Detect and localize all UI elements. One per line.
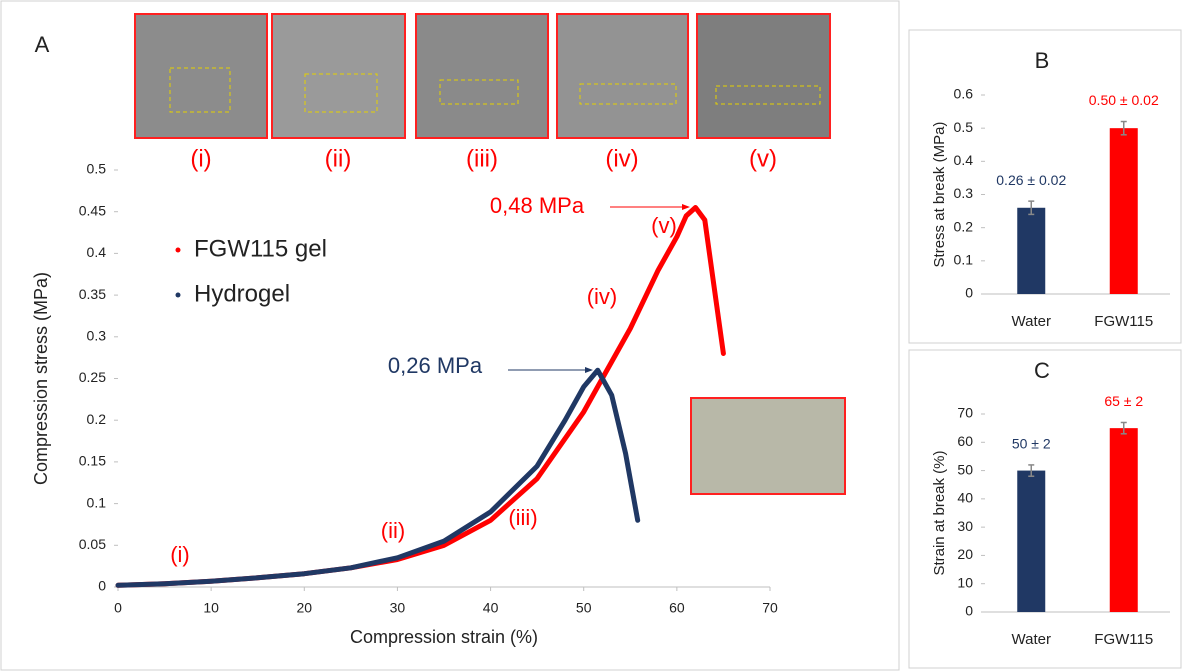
y-tick-label: 0 xyxy=(965,285,973,301)
x-tick-label: 0 xyxy=(114,600,122,616)
y-tick-label: 50 xyxy=(957,461,973,477)
y-tick-label: 0 xyxy=(98,578,106,594)
data-line xyxy=(115,205,726,588)
photo-marker xyxy=(439,79,519,105)
photo-strip xyxy=(134,13,831,139)
x-tick-label: 10 xyxy=(203,600,219,616)
category-label: Water xyxy=(1012,313,1051,330)
y-tick-label: 0.5 xyxy=(954,119,974,135)
image-label: (ii) xyxy=(325,145,352,172)
image-label: (i) xyxy=(190,145,211,172)
bar xyxy=(1017,470,1046,612)
x-tick-label: 70 xyxy=(762,600,778,616)
photo xyxy=(415,13,549,139)
y-tick-label: 0.3 xyxy=(954,185,974,201)
bar xyxy=(1109,128,1138,294)
y-tick-label: 0.2 xyxy=(87,411,107,427)
photo-marker xyxy=(304,73,378,113)
category-label: FGW115 xyxy=(1094,313,1153,330)
y-tick-label: 0.1 xyxy=(87,494,107,510)
panel-frame xyxy=(0,0,900,671)
bar xyxy=(1017,207,1046,294)
y-tick-label: 0.3 xyxy=(87,328,107,344)
panel-label: C xyxy=(1034,358,1050,383)
y-tick-label: 40 xyxy=(957,490,973,506)
annotation: (iii) xyxy=(508,505,537,530)
photo xyxy=(134,13,268,139)
y-tick-label: 70 xyxy=(957,405,973,421)
arrow-head xyxy=(682,204,690,210)
data-line xyxy=(115,367,641,588)
y-tick-label: 0.4 xyxy=(87,244,107,260)
legend-marker xyxy=(175,247,181,253)
x-axis-label: Compression strain (%) xyxy=(350,627,538,647)
y-tick-label: 10 xyxy=(957,574,973,590)
annotation: (v) xyxy=(651,213,677,238)
panel-frame xyxy=(908,29,1182,344)
y-tick-label: 30 xyxy=(957,518,973,534)
y-tick-label: 60 xyxy=(957,433,973,449)
y-tick-label: 0.2 xyxy=(954,218,974,234)
photo-marker xyxy=(715,85,821,105)
x-tick-label: 50 xyxy=(576,600,592,616)
legend-marker xyxy=(175,292,181,298)
panel-label: A xyxy=(35,32,50,57)
annotation: (iv) xyxy=(587,284,618,309)
arrow-head xyxy=(585,367,593,373)
value-label: 50 ± 2 xyxy=(1012,436,1051,452)
y-tick-label: 0.5 xyxy=(87,161,107,177)
photo-marker xyxy=(169,67,231,113)
y-tick-label: 0.6 xyxy=(954,86,974,102)
legend-label: Hydrogel xyxy=(194,280,290,307)
category-label: FGW115 xyxy=(1094,631,1153,648)
image-label: (iii) xyxy=(466,145,498,172)
x-tick-label: 30 xyxy=(390,600,406,616)
y-axis-label: Compression stress (MPa) xyxy=(31,272,51,485)
annotation: (ii) xyxy=(381,518,405,543)
value-label: 0.50 ± 0.02 xyxy=(1089,92,1159,108)
y-tick-label: 0.05 xyxy=(79,536,106,552)
bar xyxy=(1109,428,1138,612)
annotation: 0,26 MPa xyxy=(388,353,483,378)
photo xyxy=(271,13,406,139)
x-tick-label: 60 xyxy=(669,600,685,616)
panel-label: B xyxy=(1035,48,1050,73)
y-tick-label: 20 xyxy=(957,546,973,562)
y-tick-label: 0.4 xyxy=(954,152,974,168)
y-tick-label: 0.1 xyxy=(954,252,974,268)
value-label: 0.26 ± 0.02 xyxy=(996,172,1066,188)
x-tick-label: 40 xyxy=(483,600,499,616)
legend-label: FGW115 gel xyxy=(194,235,327,262)
annotation: 0,48 MPa xyxy=(490,193,585,218)
panel-frame xyxy=(908,349,1182,669)
image-label: (v) xyxy=(749,145,777,172)
photo xyxy=(696,13,831,139)
value-label: 65 ± 2 xyxy=(1104,393,1143,409)
y-axis-label: Strain at break (%) xyxy=(931,450,948,575)
y-tick-label: 0.15 xyxy=(79,453,106,469)
photo xyxy=(556,13,689,139)
x-tick-label: 20 xyxy=(296,600,312,616)
image-label: (iv) xyxy=(605,145,638,172)
y-axis-label: Stress at break (MPa) xyxy=(931,122,948,268)
photo-marker xyxy=(579,83,677,105)
y-tick-label: 0.35 xyxy=(79,286,106,302)
y-tick-label: 0.25 xyxy=(79,369,106,385)
y-tick-label: 0.45 xyxy=(79,202,106,218)
y-tick-label: 0 xyxy=(965,603,973,619)
inset-photo xyxy=(690,397,846,495)
annotation: (i) xyxy=(170,542,190,567)
category-label: Water xyxy=(1012,631,1051,648)
